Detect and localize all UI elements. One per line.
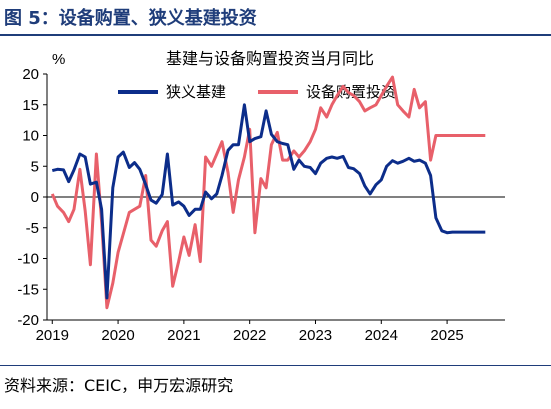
source-note: 资料来源：CEIC，申万宏源研究 bbox=[4, 376, 234, 395]
y-axis-unit-label: % bbox=[52, 51, 65, 68]
y-tick-label: -5 bbox=[26, 220, 39, 237]
y-axis-ticks: 20 15 10 5 0 -5 -10 -15 -20 bbox=[17, 66, 47, 329]
bottom-rule bbox=[0, 365, 551, 366]
x-tick-label: 2019 bbox=[36, 327, 69, 344]
y-tick-label: -10 bbox=[17, 251, 39, 268]
x-tick-label: 2023 bbox=[299, 327, 332, 344]
y-tick-label: 15 bbox=[22, 97, 39, 114]
x-axis-ticks: 2019 2020 2021 2022 2023 2024 2025 bbox=[36, 320, 464, 344]
y-tick-label: 10 bbox=[22, 128, 39, 145]
chart-title: 基建与设备购置投资当月同比 bbox=[166, 49, 374, 68]
x-tick-label: 2025 bbox=[430, 327, 463, 344]
chart: 基建与设备购置投资当月同比 % 狭义基建 设备购置投资 20 15 10 5 0 -5 -1… bbox=[17, 49, 505, 344]
y-tick-label: 0 bbox=[31, 189, 39, 206]
legend-label-equip: 设备购置投资 bbox=[306, 83, 396, 101]
y-tick-label: -20 bbox=[17, 312, 39, 329]
x-tick-label: 2022 bbox=[233, 327, 266, 344]
x-tick-label: 2021 bbox=[167, 327, 200, 344]
x-tick-label: 2024 bbox=[365, 327, 398, 344]
series-line-equipment-investment bbox=[50, 75, 486, 310]
y-tick-label: 5 bbox=[31, 158, 39, 175]
series-line-narrow-infrastructure bbox=[51, 103, 486, 300]
y-tick-label: -15 bbox=[17, 281, 39, 298]
legend: 狭义基建 设备购置投资 bbox=[118, 83, 396, 101]
figure-title: 图 5：设备购置、狭义基建投资 bbox=[4, 8, 257, 29]
legend-label-infra: 狭义基建 bbox=[166, 83, 226, 101]
x-tick-label: 2020 bbox=[101, 327, 134, 344]
top-rule bbox=[0, 34, 551, 36]
y-tick-label: 20 bbox=[22, 66, 39, 83]
